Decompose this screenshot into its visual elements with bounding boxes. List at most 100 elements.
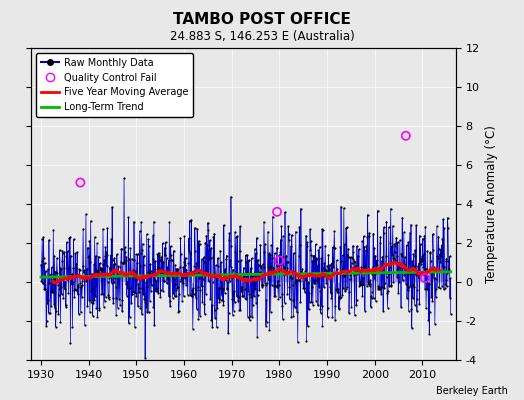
Point [62,253,71,260]
Point [395,268,403,275]
Point [40,286,48,292]
Point [348,256,357,262]
Point [444,225,452,231]
Point [280,272,288,279]
Point [120,175,128,182]
Point [220,271,228,277]
Point [327,265,335,272]
Point [184,272,192,278]
Point [370,275,379,282]
Point [324,304,332,311]
Point [95,307,104,313]
Point [133,276,141,282]
Point [43,300,51,306]
Point [142,304,150,311]
Point [229,291,237,297]
Point [240,272,248,279]
Point [403,295,411,302]
Point [359,274,367,281]
Point [401,254,409,260]
Point [255,269,264,275]
Point [39,280,47,286]
Point [387,283,395,289]
Point [88,271,96,277]
Point [178,298,186,304]
Point [39,234,48,240]
Point [80,275,89,282]
Point [179,264,188,270]
Text: Berkeley Earth: Berkeley Earth [436,386,508,396]
Point [322,266,330,273]
Point [273,209,281,215]
Point [171,286,180,293]
Point [381,262,389,269]
Point [364,281,373,288]
Point [433,252,441,259]
Point [260,218,268,225]
Point [158,269,167,276]
Point [426,250,434,256]
Point [328,260,336,266]
Point [436,251,444,258]
Point [57,284,66,290]
Point [148,270,157,276]
Point [310,252,319,259]
Point [174,266,182,273]
Point [76,179,84,186]
Point [45,310,53,316]
Point [298,271,306,278]
Point [189,326,197,332]
Point [77,309,85,316]
Point [254,276,263,283]
Point [80,267,88,273]
Point [253,235,261,241]
Point [160,278,168,284]
Point [117,246,125,252]
Point [249,288,257,294]
Point [332,270,341,276]
Point [40,254,48,261]
Point [318,226,326,232]
Point [342,286,351,292]
Point [48,264,56,271]
Point [56,247,64,253]
Point [379,308,387,314]
Point [96,266,104,272]
Point [397,250,406,257]
Point [137,249,145,256]
Point [209,254,217,260]
Point [221,274,230,281]
Point [156,256,164,263]
Point [250,246,259,252]
Point [149,232,157,239]
Point [62,304,70,310]
Point [335,294,343,300]
Point [108,204,116,210]
Point [247,265,255,271]
Point [378,254,387,260]
Point [100,256,108,263]
Point [429,231,437,237]
Point [314,247,323,253]
Point [224,330,232,336]
Point [273,244,281,251]
Point [259,282,267,288]
Point [134,281,143,288]
Point [367,304,375,310]
Point [127,300,135,306]
Point [443,283,451,290]
Point [383,274,391,280]
Point [311,280,320,286]
Point [57,266,65,272]
Point [405,308,413,314]
Point [274,278,282,284]
Point [38,235,46,242]
Point [391,256,399,263]
Point [232,234,241,240]
Point [97,267,106,274]
Point [63,276,71,282]
Point [208,302,216,308]
Point [104,296,113,302]
Point [388,222,397,229]
Point [321,242,329,249]
